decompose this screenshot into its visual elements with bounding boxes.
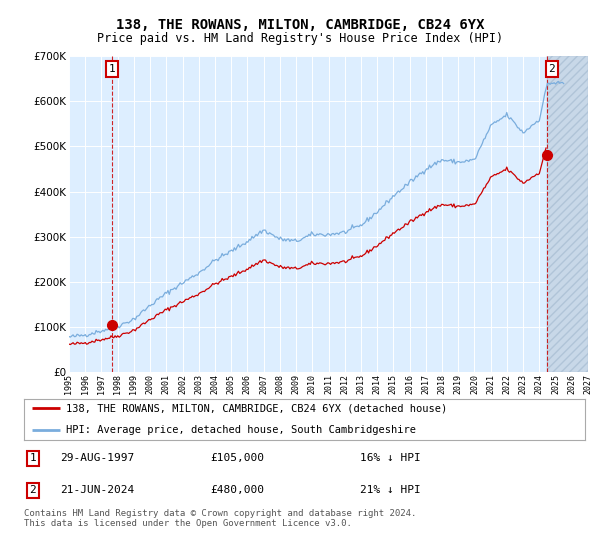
Text: £105,000: £105,000 [210, 454, 264, 463]
Text: Contains HM Land Registry data © Crown copyright and database right 2024.
This d: Contains HM Land Registry data © Crown c… [24, 509, 416, 529]
Text: 2: 2 [29, 486, 37, 495]
Text: £480,000: £480,000 [210, 486, 264, 495]
Text: 138, THE ROWANS, MILTON, CAMBRIDGE, CB24 6YX: 138, THE ROWANS, MILTON, CAMBRIDGE, CB24… [116, 18, 484, 32]
Text: HPI: Average price, detached house, South Cambridgeshire: HPI: Average price, detached house, Sout… [66, 424, 416, 435]
Text: 1: 1 [109, 64, 116, 74]
Text: 29-AUG-1997: 29-AUG-1997 [60, 454, 134, 463]
Text: 138, THE ROWANS, MILTON, CAMBRIDGE, CB24 6YX (detached house): 138, THE ROWANS, MILTON, CAMBRIDGE, CB24… [66, 403, 448, 413]
Text: Price paid vs. HM Land Registry's House Price Index (HPI): Price paid vs. HM Land Registry's House … [97, 32, 503, 45]
Text: 21% ↓ HPI: 21% ↓ HPI [360, 486, 421, 495]
Text: 16% ↓ HPI: 16% ↓ HPI [360, 454, 421, 463]
Text: 2: 2 [548, 64, 555, 74]
Text: 21-JUN-2024: 21-JUN-2024 [60, 486, 134, 495]
Text: 1: 1 [29, 454, 37, 463]
Bar [547, 56, 588, 372]
